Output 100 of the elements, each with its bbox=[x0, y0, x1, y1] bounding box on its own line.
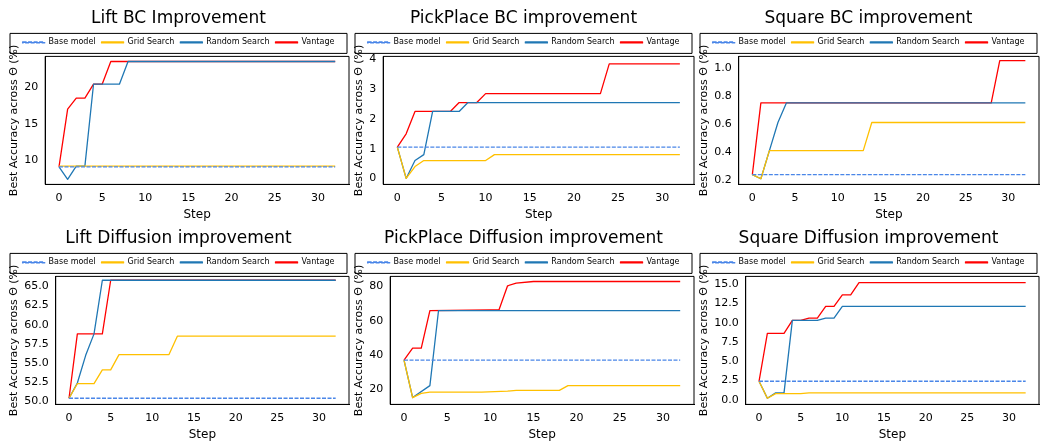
x-tick-label: 30 bbox=[655, 190, 670, 204]
y-tick-label: 10.0 bbox=[714, 315, 739, 329]
y-tick-label: 7.5 bbox=[721, 334, 739, 348]
legend-label: Vantage bbox=[301, 257, 335, 267]
x-axis-title: Step bbox=[875, 206, 903, 221]
y-tick-label: 2.5 bbox=[721, 373, 739, 387]
x-tick-label: 5 bbox=[797, 410, 805, 424]
x-tick-label: 0 bbox=[755, 410, 763, 424]
x-tick-label: 0 bbox=[55, 190, 63, 204]
legend-label: Random Search bbox=[551, 257, 615, 267]
x-tick-label: 10 bbox=[145, 410, 160, 424]
chart-title: PickPlace Diffusion improvement bbox=[384, 226, 664, 247]
y-tick-label: 5.0 bbox=[721, 354, 739, 368]
y-tick-label: 52.5 bbox=[24, 375, 49, 389]
x-tick-label: 10 bbox=[483, 410, 498, 424]
y-tick-label: 50.0 bbox=[24, 394, 49, 408]
y-tick-label: 60 bbox=[369, 313, 384, 327]
x-tick-label: 5 bbox=[443, 410, 451, 424]
x-tick-label: 25 bbox=[611, 190, 626, 204]
legend-label: Base model bbox=[393, 37, 441, 47]
y-tick-label: 0 bbox=[369, 171, 377, 185]
x-tick-label: 15 bbox=[877, 410, 892, 424]
x-tick-label: 5 bbox=[107, 410, 115, 424]
y-tick-label: 1.0 bbox=[714, 60, 732, 74]
x-tick-label: 10 bbox=[830, 190, 845, 204]
x-tick-label: 5 bbox=[791, 190, 799, 204]
x-axis-title: Step bbox=[878, 426, 907, 441]
x-tick-label: 20 bbox=[915, 190, 930, 204]
y-tick-label: 1 bbox=[369, 141, 377, 155]
x-axis-title: Step bbox=[188, 426, 217, 441]
legend-label: Base model bbox=[393, 257, 441, 267]
x-tick-label: 0 bbox=[393, 190, 401, 204]
chart-title: Square BC improvement bbox=[764, 6, 973, 27]
x-tick-label: 30 bbox=[1001, 190, 1016, 204]
legend-label: Grid Search bbox=[472, 37, 520, 47]
legend-label: Grid Search bbox=[472, 257, 520, 267]
legend-label: Grid Search bbox=[817, 37, 865, 47]
y-tick-label: 3 bbox=[369, 82, 377, 95]
y-axis-title: Best Accuracy across Θ (%) bbox=[7, 264, 21, 417]
x-tick-label: 20 bbox=[566, 190, 581, 204]
x-tick-label: 5 bbox=[437, 190, 445, 204]
x-tick-label: 25 bbox=[270, 410, 285, 424]
legend-label: Random Search bbox=[206, 37, 270, 47]
y-tick-label: 12.5 bbox=[714, 296, 739, 310]
y-tick-label: 55.0 bbox=[24, 355, 49, 369]
y-tick-label: 0.6 bbox=[714, 116, 732, 130]
x-tick-label: 15 bbox=[187, 410, 202, 424]
x-tick-label: 5 bbox=[98, 190, 106, 204]
legend-label: Base model bbox=[48, 37, 96, 47]
y-axis-title: Best Accuracy across Θ (%) bbox=[352, 44, 366, 197]
y-axis-title: Best Accuracy across Θ (%) bbox=[697, 44, 711, 197]
legend-label: Vantage bbox=[301, 37, 335, 47]
x-tick-label: 20 bbox=[224, 190, 239, 204]
y-tick-label: 0.0 bbox=[721, 392, 739, 406]
x-tick-label: 20 bbox=[918, 410, 933, 424]
y-tick-label: 15.0 bbox=[714, 276, 739, 290]
x-tick-label: 25 bbox=[960, 410, 975, 424]
y-tick-label: 4 bbox=[369, 52, 377, 66]
legend-label: Vantage bbox=[646, 37, 680, 47]
y-tick-label: 65.0 bbox=[24, 279, 49, 293]
y-tick-label: 57.5 bbox=[24, 336, 49, 350]
legend-label: Grid Search bbox=[127, 257, 175, 267]
y-tick-label: 0.8 bbox=[714, 88, 732, 102]
chart-title: PickPlace BC improvement bbox=[409, 6, 638, 27]
y-tick-label: 40 bbox=[369, 347, 384, 361]
y-axis-title: Best Accuracy across Θ (%) bbox=[7, 44, 21, 197]
x-axis-title: Step bbox=[528, 426, 556, 441]
legend-label: Grid Search bbox=[127, 37, 175, 47]
x-tick-label: 10 bbox=[478, 190, 493, 204]
x-tick-label: 25 bbox=[267, 190, 282, 204]
x-tick-label: 20 bbox=[569, 410, 584, 424]
x-tick-label: 15 bbox=[873, 190, 888, 204]
legend-label: Base model bbox=[738, 37, 786, 47]
x-tick-label: 15 bbox=[181, 190, 196, 204]
x-tick-label: 0 bbox=[65, 410, 73, 424]
legend-label: Vantage bbox=[646, 257, 680, 267]
x-tick-label: 30 bbox=[310, 190, 325, 204]
legend-label: Random Search bbox=[896, 37, 960, 47]
legend-label: Random Search bbox=[551, 37, 615, 47]
y-tick-label: 60.0 bbox=[24, 317, 49, 331]
x-tick-label: 10 bbox=[138, 190, 153, 204]
x-tick-label: 30 bbox=[1002, 410, 1016, 424]
legend-label: Vantage bbox=[991, 37, 1025, 47]
x-tick-label: 20 bbox=[228, 410, 243, 424]
y-tick-label: 80 bbox=[369, 279, 384, 293]
legend-label: Base model bbox=[48, 257, 96, 267]
legend-label: Random Search bbox=[206, 257, 270, 267]
x-tick-label: 0 bbox=[400, 410, 408, 424]
y-tick-label: 20 bbox=[24, 79, 39, 93]
x-tick-label: 25 bbox=[612, 410, 627, 424]
y-tick-label: 10 bbox=[24, 153, 39, 167]
y-tick-label: 62.5 bbox=[24, 298, 49, 312]
x-axis-title: Step bbox=[183, 206, 211, 221]
x-tick-label: 30 bbox=[655, 410, 670, 424]
legend-label: Random Search bbox=[896, 257, 960, 267]
y-axis-title: Best Accuracy across Θ (%) bbox=[697, 264, 711, 417]
legend-label: Grid Search bbox=[817, 257, 865, 267]
x-tick-label: 25 bbox=[958, 190, 973, 204]
chart-title: Lift Diffusion improvement bbox=[65, 226, 293, 247]
chart-title: Lift BC Improvement bbox=[91, 6, 267, 27]
